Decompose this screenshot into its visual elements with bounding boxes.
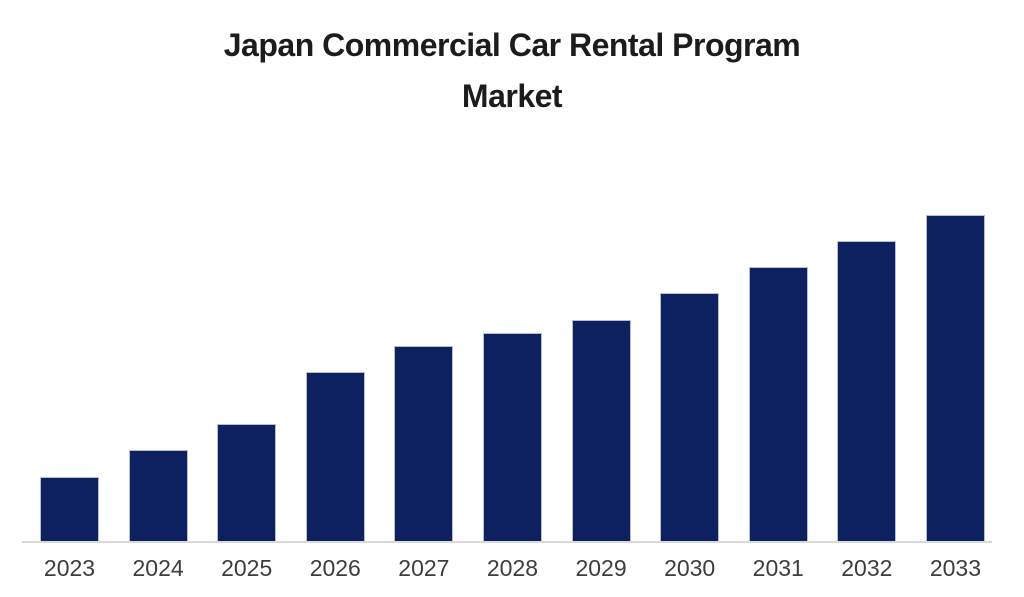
x-axis-line: [22, 541, 992, 543]
x-axis-labels: 2023 2024 2025 2026 2027 2028 2029 2030 2031 2032…: [40, 555, 985, 582]
x-axis-label-2031: 2031: [752, 555, 804, 581]
x-axis-label-2024: 2024: [132, 555, 184, 581]
x-axis-label-2029: 2029: [575, 555, 627, 581]
bar-2029: [571, 320, 631, 542]
bar-2023: [40, 477, 99, 542]
bar-2032: [837, 241, 897, 542]
chart-title: Japan Commercial Car Rental Program Mark…: [0, 20, 1024, 122]
bar-2031: [748, 267, 808, 542]
x-axis-label-2028: 2028: [486, 555, 539, 581]
bar-2024: [128, 450, 188, 542]
x-axis-label-2025: 2025: [221, 555, 273, 581]
x-axis-label-2030: 2030: [664, 555, 716, 581]
chart-title-line-2: Market: [461, 78, 563, 114]
bar-2027: [394, 346, 454, 542]
x-axis-label-2026: 2026: [309, 555, 361, 581]
x-axis-label-2027: 2027: [398, 555, 450, 581]
bar-2033: [925, 215, 985, 542]
bar-2030: [660, 293, 720, 542]
x-axis-label-2032: 2032: [841, 555, 893, 581]
x-axis-label-2023: 2023: [43, 555, 96, 581]
bar-2026: [305, 372, 365, 542]
x-axis-label-2033: 2033: [929, 555, 982, 581]
bar-2028: [482, 333, 542, 542]
bar-2025: [217, 424, 277, 542]
plot-area: [40, 212, 985, 542]
chart-title-line-1: Japan Commercial Car Rental Program: [223, 27, 801, 63]
